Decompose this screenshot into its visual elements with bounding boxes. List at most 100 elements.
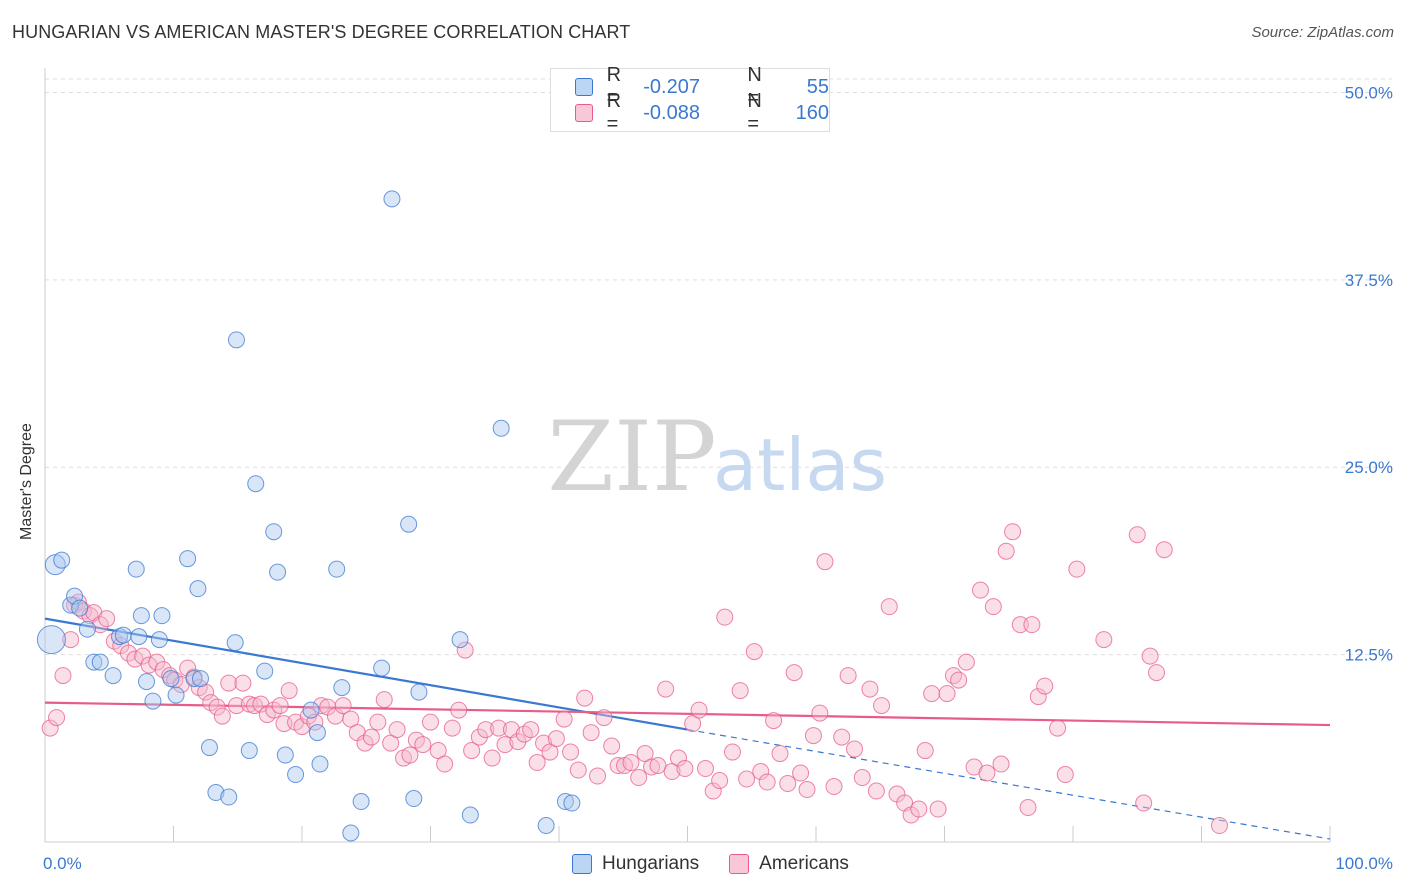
american-point[interactable] bbox=[48, 709, 66, 727]
american-point[interactable] bbox=[798, 781, 816, 799]
american-point[interactable] bbox=[312, 697, 330, 715]
hungarian-point[interactable] bbox=[132, 607, 150, 625]
american-point[interactable] bbox=[779, 775, 797, 793]
american-point[interactable] bbox=[603, 737, 621, 755]
american-point[interactable] bbox=[220, 674, 238, 692]
american-point[interactable] bbox=[696, 760, 714, 778]
american-point[interactable] bbox=[833, 728, 851, 746]
american-point[interactable] bbox=[1148, 664, 1166, 682]
hungarian-point[interactable] bbox=[226, 634, 244, 652]
hungarian-point[interactable] bbox=[287, 766, 305, 784]
american-point[interactable] bbox=[670, 749, 688, 767]
hungarian-point[interactable] bbox=[153, 607, 171, 625]
hungarian-point[interactable] bbox=[91, 653, 109, 671]
american-point[interactable] bbox=[41, 719, 59, 737]
hungarian-point[interactable] bbox=[308, 724, 326, 742]
american-point[interactable] bbox=[280, 682, 298, 700]
american-point[interactable] bbox=[293, 718, 311, 736]
hungarian-point[interactable] bbox=[265, 523, 283, 541]
hungarian-point[interactable] bbox=[311, 755, 329, 773]
american-point[interactable] bbox=[54, 667, 72, 685]
american-point[interactable] bbox=[690, 701, 708, 719]
american-point[interactable] bbox=[978, 764, 996, 782]
american-point[interactable] bbox=[825, 778, 843, 796]
hungarian-point[interactable] bbox=[256, 662, 274, 680]
hungarian-point[interactable] bbox=[410, 683, 428, 701]
american-point[interactable] bbox=[227, 697, 245, 715]
hungarian-point[interactable] bbox=[220, 788, 238, 806]
american-point[interactable] bbox=[609, 757, 627, 775]
hungarian-point[interactable] bbox=[150, 631, 168, 649]
legend-item-hungarians[interactable]: Hungarians bbox=[572, 853, 699, 875]
american-point[interactable] bbox=[771, 745, 789, 763]
american-point[interactable] bbox=[443, 719, 461, 737]
hungarian-point[interactable] bbox=[451, 631, 469, 649]
hungarian-point[interactable] bbox=[383, 190, 401, 208]
hungarian-point[interactable] bbox=[200, 739, 218, 757]
american-point[interactable] bbox=[401, 746, 419, 764]
american-point[interactable] bbox=[1036, 677, 1054, 695]
american-point[interactable] bbox=[362, 728, 380, 746]
american-point[interactable] bbox=[944, 667, 962, 685]
american-point[interactable] bbox=[356, 734, 374, 752]
hungarian-point[interactable] bbox=[461, 806, 479, 824]
hungarian-point[interactable] bbox=[328, 560, 346, 578]
american-point[interactable] bbox=[711, 772, 729, 790]
hungarian-point[interactable] bbox=[302, 701, 320, 719]
american-point[interactable] bbox=[375, 691, 393, 709]
american-point[interactable] bbox=[873, 697, 891, 715]
hungarian-point[interactable] bbox=[71, 599, 89, 617]
american-point[interactable] bbox=[1029, 688, 1047, 706]
american-point[interactable] bbox=[929, 800, 947, 818]
american-point[interactable] bbox=[528, 754, 546, 772]
hungarian-point[interactable] bbox=[104, 667, 122, 685]
hungarian-point[interactable] bbox=[185, 670, 203, 688]
american-point[interactable] bbox=[1210, 817, 1228, 835]
american-point[interactable] bbox=[98, 610, 116, 628]
american-point[interactable] bbox=[622, 754, 640, 772]
american-point[interactable] bbox=[589, 767, 607, 785]
american-point[interactable] bbox=[1056, 766, 1074, 784]
hungarian-point[interactable] bbox=[227, 331, 245, 349]
american-point[interactable] bbox=[388, 721, 406, 739]
hungarian-point[interactable] bbox=[240, 742, 258, 760]
american-point[interactable] bbox=[1049, 719, 1067, 737]
american-point[interactable] bbox=[369, 713, 387, 731]
american-point[interactable] bbox=[643, 758, 661, 776]
american-point[interactable] bbox=[992, 755, 1010, 773]
american-point[interactable] bbox=[731, 682, 749, 700]
american-point[interactable] bbox=[649, 757, 667, 775]
hungarian-point[interactable] bbox=[36, 625, 66, 655]
american-point[interactable] bbox=[62, 631, 80, 649]
american-point[interactable] bbox=[334, 697, 352, 715]
american-point[interactable] bbox=[213, 707, 231, 725]
american-point[interactable] bbox=[496, 736, 514, 754]
hungarian-point[interactable] bbox=[342, 824, 360, 842]
american-point[interactable] bbox=[804, 727, 822, 745]
hungarian-point[interactable] bbox=[162, 670, 180, 688]
american-point[interactable] bbox=[657, 680, 675, 698]
american-point[interactable] bbox=[1128, 526, 1146, 544]
american-point[interactable] bbox=[91, 616, 109, 634]
american-point[interactable] bbox=[134, 647, 152, 665]
american-point[interactable] bbox=[463, 742, 481, 760]
hungarian-point[interactable] bbox=[144, 692, 162, 710]
american-point[interactable] bbox=[535, 734, 553, 752]
hungarian-point[interactable] bbox=[191, 670, 209, 688]
hungarian-point[interactable] bbox=[405, 790, 423, 808]
american-point[interactable] bbox=[723, 743, 741, 761]
hungarian-point[interactable] bbox=[114, 626, 132, 644]
american-point[interactable] bbox=[422, 713, 439, 731]
american-point[interactable] bbox=[630, 769, 648, 787]
american-point[interactable] bbox=[483, 749, 501, 767]
american-point[interactable] bbox=[880, 598, 898, 616]
hungarian-point[interactable] bbox=[276, 746, 294, 764]
american-point[interactable] bbox=[704, 782, 722, 800]
american-point[interactable] bbox=[745, 643, 763, 661]
american-point[interactable] bbox=[971, 581, 989, 599]
american-point[interactable] bbox=[923, 685, 941, 703]
american-point[interactable] bbox=[245, 697, 263, 715]
american-point[interactable] bbox=[490, 719, 508, 737]
american-point[interactable] bbox=[1141, 647, 1159, 665]
hungarian-point[interactable] bbox=[179, 550, 197, 568]
